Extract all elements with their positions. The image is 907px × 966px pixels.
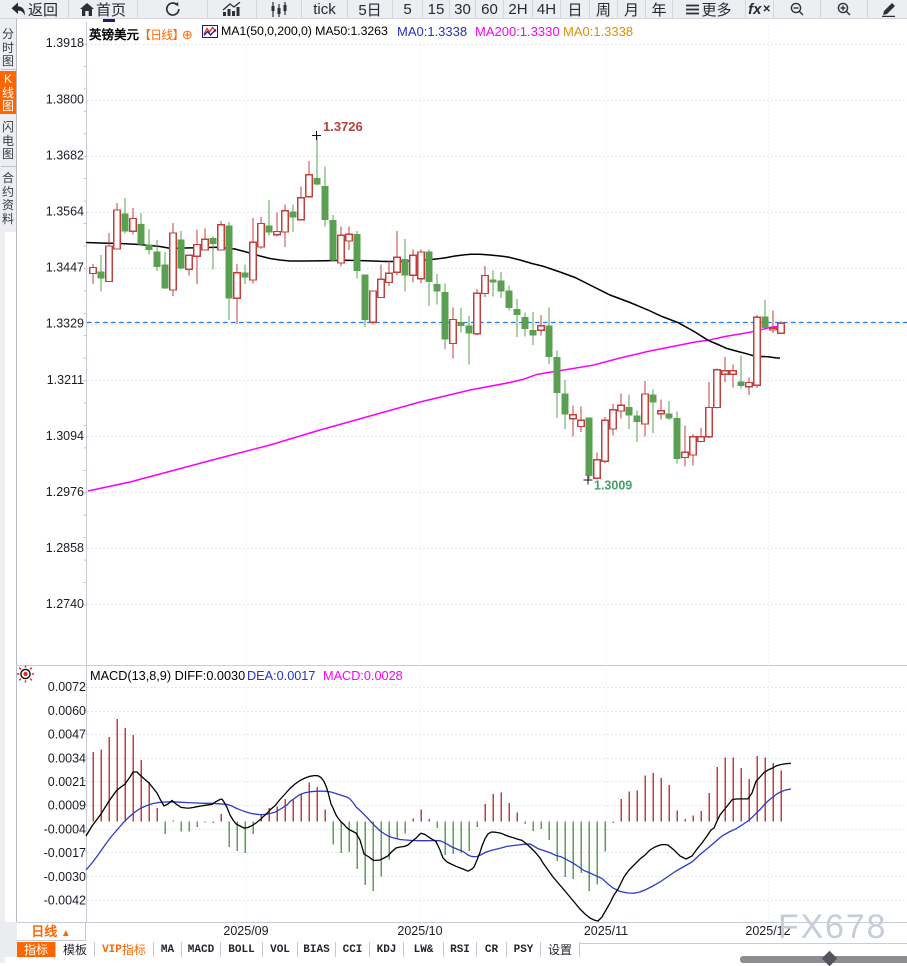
svg-text:-0.0042: -0.0042 <box>44 894 86 908</box>
svg-text:FX678: FX678 <box>778 908 887 946</box>
svg-text:1.3564: 1.3564 <box>46 205 84 219</box>
svg-text:2025/10: 2025/10 <box>397 924 442 938</box>
svg-text:0.0009: 0.0009 <box>48 799 86 813</box>
svg-text:2025/09: 2025/09 <box>223 924 268 938</box>
svg-text:1.3447: 1.3447 <box>46 261 84 275</box>
svg-text:-0.0004: -0.0004 <box>44 822 86 836</box>
svg-text:1.3918: 1.3918 <box>46 36 84 50</box>
svg-text:1.2976: 1.2976 <box>46 485 84 499</box>
svg-text:1.2858: 1.2858 <box>46 541 84 555</box>
svg-text:-0.0017: -0.0017 <box>44 846 86 860</box>
svg-text:0.0047: 0.0047 <box>48 728 86 742</box>
svg-text:1.3726: 1.3726 <box>323 119 363 134</box>
svg-text:0.0060: 0.0060 <box>48 704 86 718</box>
svg-text:-0.0030: -0.0030 <box>44 870 86 884</box>
svg-text:1.3329: 1.3329 <box>46 317 84 331</box>
svg-text:1.3009: 1.3009 <box>594 479 632 493</box>
svg-text:1.2740: 1.2740 <box>46 597 84 611</box>
svg-text:1.3682: 1.3682 <box>46 148 84 162</box>
svg-text:1.3094: 1.3094 <box>46 429 84 443</box>
svg-text:2025/11: 2025/11 <box>584 924 628 938</box>
svg-text:0.0034: 0.0034 <box>48 751 86 765</box>
svg-text:0.0021: 0.0021 <box>48 775 86 789</box>
svg-text:0.0072: 0.0072 <box>48 680 86 694</box>
svg-text:2025/12: 2025/12 <box>745 924 790 938</box>
svg-text:1.3800: 1.3800 <box>46 92 84 106</box>
svg-text:1.3211: 1.3211 <box>47 373 84 387</box>
